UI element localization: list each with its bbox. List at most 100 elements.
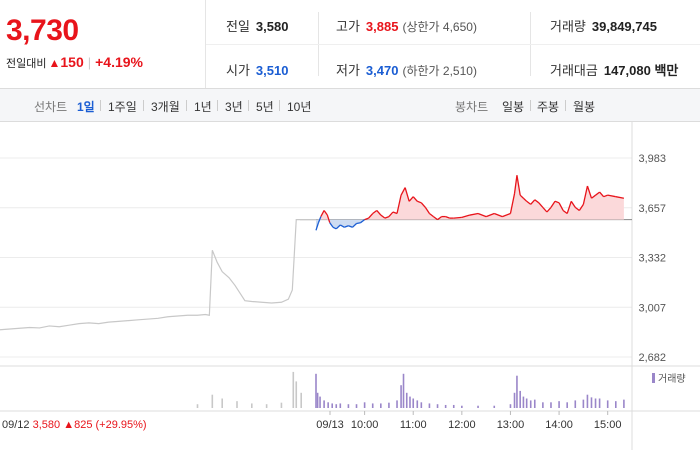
price-line-segment — [339, 224, 345, 228]
price-line-segment — [485, 212, 495, 218]
price-line-segment — [566, 201, 572, 214]
divider: | — [87, 55, 92, 70]
price-line-segment — [445, 215, 450, 219]
price-line-segment — [477, 212, 487, 218]
prev-day-line — [0, 219, 316, 331]
volume-bar — [416, 400, 419, 408]
volume-bar — [444, 404, 447, 408]
price-line-segment — [599, 191, 605, 198]
price-line-segment — [530, 199, 536, 205]
tab-10years[interactable]: 10년 — [287, 100, 312, 114]
divider — [530, 100, 531, 111]
prev-day-volume-bar — [196, 404, 199, 408]
price-line-segment — [329, 222, 334, 228]
price-line-segment — [417, 200, 422, 204]
price-line-segment — [412, 196, 418, 202]
price-line-segment — [603, 194, 608, 198]
volume-bar — [335, 404, 338, 408]
volume-bar — [525, 398, 528, 408]
price-line-segment — [522, 197, 528, 202]
volume-bar — [586, 394, 589, 408]
x-tick-label: 10:00 — [351, 419, 379, 431]
prev-day-change-pct: (+29.95%) — [96, 419, 147, 431]
price-line-segment — [615, 196, 625, 199]
change-percent: +4.19% — [95, 54, 143, 70]
price-line-segment — [429, 213, 434, 218]
price-line-segment — [591, 194, 596, 199]
price-line-segment — [368, 213, 374, 219]
tab-daily-candle[interactable]: 일봉 — [502, 100, 525, 114]
price-line-segment — [326, 214, 331, 223]
volume-stat: 거래량 39,849,745 — [550, 16, 657, 35]
price-line-segment — [542, 206, 548, 213]
y-tick-label: 3,983 — [638, 153, 666, 165]
prev-day-change: 825 — [74, 419, 95, 431]
tab-3years[interactable]: 3년 — [225, 100, 243, 114]
tab-1year[interactable]: 1년 — [194, 100, 212, 114]
quote-header: 3,730 전일대비 ▲150 | +4.19% 전일 3,580 고가 3,885 (상한… — [0, 0, 700, 88]
price-line-segment — [404, 187, 410, 202]
volume-bar — [582, 399, 585, 408]
price-line-segment — [550, 200, 556, 208]
volume-bar — [542, 402, 544, 408]
volume-bar — [533, 399, 536, 408]
volume-bar — [428, 403, 431, 408]
volume-legend-swatch — [652, 373, 655, 383]
low-label: 저가 — [336, 63, 360, 78]
prev-close-label: 전일 — [226, 19, 250, 34]
y-tick-label: 3,657 — [638, 203, 666, 215]
prev-day-date: 09/12 — [2, 419, 33, 431]
tab-weekly-candle[interactable]: 주봉 — [537, 100, 560, 114]
tab-5years[interactable]: 5년 — [256, 100, 274, 114]
x-tick-label: 12:00 — [448, 419, 476, 431]
high-stat: 고가 3,885 (상한가 4,650) — [336, 16, 477, 35]
volume-legend-label: 거래량 — [658, 373, 686, 385]
volume-bar — [436, 404, 439, 408]
prev-close-value: 3,580 — [255, 19, 289, 34]
change-label: 전일대비 — [6, 58, 47, 70]
price-line-segment — [384, 215, 390, 219]
price-line-segment — [396, 195, 402, 214]
divider — [100, 100, 101, 111]
volume-bar — [323, 400, 325, 408]
prev-day-volume-bar — [280, 402, 283, 408]
prev-day-volume-bar — [236, 401, 238, 408]
volume-bar — [529, 400, 532, 408]
volume-bar — [380, 403, 382, 408]
price-line-segment — [469, 212, 479, 216]
price-line-segment — [392, 211, 398, 215]
tab-3months[interactable]: 3개월 — [151, 100, 180, 114]
price-line-segment — [538, 202, 544, 208]
price-line-segment — [364, 217, 369, 221]
high-label: 고가 — [336, 19, 360, 34]
volume-bar — [409, 396, 411, 408]
volume-bar — [606, 400, 609, 408]
current-price: 3,730 — [6, 14, 79, 47]
x-tick-label: 11:00 — [400, 419, 427, 431]
tab-monthly-candle[interactable]: 월봉 — [573, 100, 596, 114]
price-line-segment — [424, 207, 430, 214]
price-line-segment — [519, 194, 524, 199]
volume-bar — [363, 402, 366, 408]
price-line-segment — [502, 212, 511, 218]
price-line-segment — [526, 200, 532, 205]
chart-lines — [0, 175, 625, 331]
prev-day-volume-bar — [300, 392, 302, 408]
tab-1day[interactable]: 1일 — [77, 100, 95, 114]
volume-value: 39,849,745 — [591, 19, 657, 34]
volume-bar — [327, 402, 329, 408]
price-line-segment — [558, 202, 564, 211]
volume-bar — [509, 404, 512, 408]
up-triangle-icon: ▲ — [48, 56, 61, 70]
x-tick-label: 09/13 — [316, 419, 344, 431]
volume-bar — [331, 403, 334, 408]
price-line-segment — [437, 216, 442, 221]
tab-1week[interactable]: 1주일 — [108, 100, 137, 114]
volume-bar — [558, 401, 560, 408]
trade-value-label: 거래대금 — [550, 63, 598, 78]
volume-bar — [566, 402, 568, 408]
price-line-segment — [400, 187, 406, 196]
price-line-segment — [582, 185, 589, 205]
volume-bar — [522, 396, 525, 408]
volume-bar — [402, 373, 405, 408]
